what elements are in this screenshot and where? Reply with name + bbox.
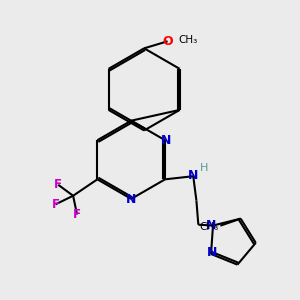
- Text: F: F: [73, 208, 81, 221]
- Text: N: N: [207, 246, 217, 259]
- Text: H: H: [200, 163, 208, 172]
- Text: N: N: [206, 219, 217, 232]
- Text: CH₃: CH₃: [178, 35, 198, 45]
- Text: F: F: [54, 178, 62, 191]
- Text: F: F: [52, 198, 59, 211]
- Text: O: O: [163, 35, 173, 48]
- Text: N: N: [161, 134, 171, 147]
- Text: N: N: [126, 193, 136, 206]
- Text: CH₃: CH₃: [200, 222, 219, 232]
- Text: N: N: [188, 169, 198, 182]
